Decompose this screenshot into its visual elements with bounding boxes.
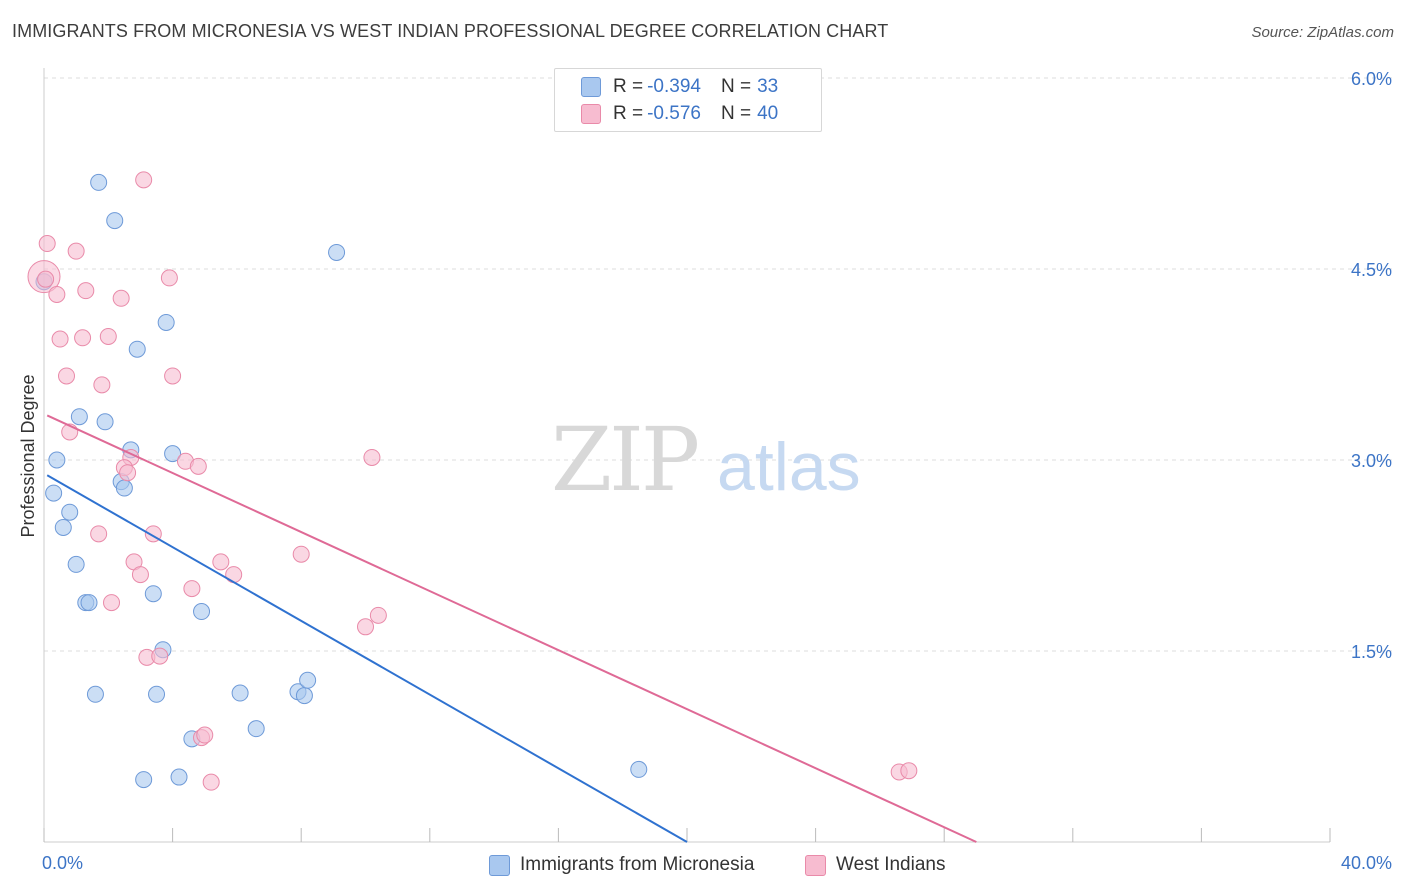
x-tick-label-min: 0.0% <box>42 853 83 873</box>
data-point-west-indians <box>357 618 374 636</box>
series-name-micronesia: Immigrants from Micronesia <box>520 854 755 875</box>
x-tick-label-max: 40.0% <box>1341 853 1392 873</box>
data-point-micronesia <box>96 413 114 431</box>
legend-row-west-indians: R = -0.576 N = 40 <box>581 102 778 126</box>
legend-r-label: R = <box>613 76 644 97</box>
series-legend-micronesia: Immigrants from Micronesia <box>489 852 754 878</box>
data-point-micronesia <box>67 555 85 573</box>
data-point-west-indians <box>151 647 169 665</box>
data-point-west-indians <box>119 464 137 482</box>
series-swatch-pink <box>805 854 826 876</box>
trend-lines <box>46 414 977 843</box>
trend-line-west-indians <box>46 414 977 843</box>
data-point-micronesia <box>128 340 146 358</box>
data-point-west-indians <box>225 566 243 584</box>
data-point-west-indians <box>900 762 918 780</box>
data-point-west-indians <box>90 525 108 543</box>
data-point-west-indians <box>74 329 92 347</box>
series-name-west-indians: West Indians <box>836 854 946 875</box>
data-point-micronesia <box>86 685 104 703</box>
data-point-micronesia <box>295 687 313 705</box>
data-point-micronesia <box>231 684 249 702</box>
data-point-micronesia <box>148 685 166 703</box>
chart-title: IMMIGRANTS FROM MICRONESIA VS WEST INDIA… <box>12 21 889 41</box>
source-credit: Source: ZipAtlas.com <box>1251 24 1394 41</box>
data-point-west-indians <box>58 367 76 385</box>
data-point-micronesia <box>90 173 108 191</box>
data-point-micronesia <box>135 771 153 789</box>
gridlines <box>44 77 1392 652</box>
data-point-west-indians <box>112 289 130 307</box>
data-point-west-indians <box>160 269 178 287</box>
legend-n-label: N = <box>720 103 752 124</box>
data-point-micronesia <box>630 760 648 778</box>
data-point-west-indians <box>37 270 55 288</box>
legend-r-label: R = <box>613 103 644 124</box>
legend-swatch-blue <box>581 77 601 97</box>
data-point-west-indians <box>77 282 95 300</box>
legend-n-label: N = <box>720 76 752 97</box>
data-point-west-indians <box>183 580 201 598</box>
data-points <box>27 171 918 791</box>
data-point-west-indians <box>196 726 214 744</box>
legend-r-value: -0.576 <box>647 103 701 124</box>
y-tick-label: 1.5% <box>1351 642 1392 662</box>
y-axis-label: Professional Degree <box>18 374 38 537</box>
data-point-west-indians <box>131 566 149 584</box>
y-tick-label: 4.5% <box>1351 260 1392 280</box>
legend-swatch-pink <box>581 104 601 124</box>
watermark-atlas: atlas <box>717 429 861 505</box>
y-tick-label: 6.0% <box>1351 69 1392 89</box>
data-point-west-indians <box>103 594 121 612</box>
data-point-micronesia <box>328 243 346 261</box>
data-point-micronesia <box>48 451 66 469</box>
data-point-micronesia <box>193 603 211 621</box>
data-point-micronesia <box>115 479 133 497</box>
data-point-micronesia <box>144 585 162 603</box>
data-point-micronesia <box>299 671 317 689</box>
data-point-west-indians <box>202 773 220 791</box>
data-point-micronesia <box>164 445 182 463</box>
data-point-micronesia <box>106 212 124 230</box>
data-point-west-indians <box>212 553 230 571</box>
data-point-west-indians <box>38 235 56 253</box>
data-point-west-indians <box>164 367 182 385</box>
data-point-micronesia <box>70 408 88 426</box>
axis-labels: Professional Degree 1.5% 3.0% 4.5% 6.0% 0.0%… <box>18 69 1392 873</box>
y-tick-label: 3.0% <box>1351 451 1392 471</box>
data-point-micronesia <box>80 594 98 612</box>
correlation-legend: R = -0.394 N = 33 R = -0.576 N = 40 <box>554 68 822 132</box>
series-swatch-blue <box>489 854 510 876</box>
data-point-micronesia <box>45 484 63 502</box>
data-point-west-indians <box>363 448 381 466</box>
legend-r-value: -0.394 <box>647 76 701 97</box>
data-point-micronesia <box>157 313 175 331</box>
legend-row-micronesia: R = -0.394 N = 33 <box>581 75 778 99</box>
watermark-zip: ZIP <box>551 408 698 511</box>
legend-n-value: 33 <box>757 76 779 97</box>
legend-n-value: 40 <box>757 103 779 124</box>
data-point-micronesia <box>170 768 188 786</box>
trend-line-micronesia <box>46 474 688 843</box>
data-point-west-indians <box>292 545 310 563</box>
data-point-west-indians <box>51 330 69 348</box>
data-point-west-indians <box>48 285 66 303</box>
data-point-west-indians <box>93 376 111 394</box>
data-point-west-indians <box>369 606 387 624</box>
data-point-west-indians <box>189 457 207 475</box>
watermark: ZIP atlas <box>551 408 861 511</box>
data-point-west-indians <box>99 327 117 345</box>
data-point-micronesia <box>54 518 72 536</box>
data-point-west-indians <box>67 242 85 260</box>
data-point-micronesia <box>247 720 265 738</box>
series-legend-west-indians: West Indians <box>805 852 945 878</box>
data-point-micronesia <box>61 503 79 521</box>
data-point-west-indians <box>135 171 153 189</box>
